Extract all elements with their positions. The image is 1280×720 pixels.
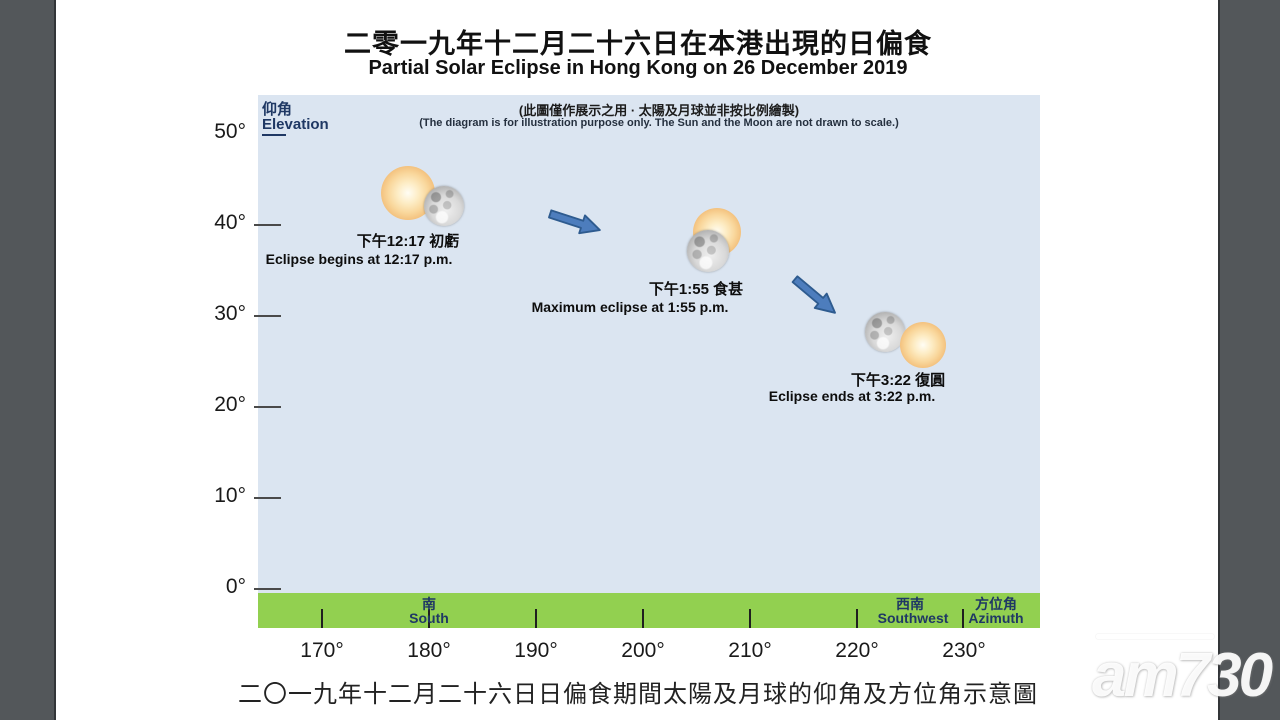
x-tick-mark-230 [962, 609, 964, 628]
x-tick-label-190: 190° [514, 639, 558, 662]
azimuth-bar: 南 South 西南 Southwest 方位角 Azimuth [258, 593, 1040, 628]
y-tick-label-10: 10° [214, 484, 246, 507]
event-begin-label-english: Eclipse begins at 12:17 p.m. [265, 251, 453, 267]
page-title-english: Partial Solar Eclipse in Hong Kong on 26… [368, 57, 908, 79]
am730-tagline-mark [1096, 634, 1214, 639]
elevation-label-underline [262, 134, 286, 136]
x-tick-mark-200 [642, 609, 644, 628]
eclipse-diagram: (此圖僅作展示之用 · 太陽及月球並非按比例繪製) (The diagram i… [254, 95, 1040, 628]
event-end-label-chinese: 下午3:22 復圓 [850, 372, 946, 389]
sun-at-eclipse-end [900, 322, 946, 368]
am730-logo-text: am730 [1092, 641, 1273, 710]
elevation-axis-label-chinese: 仰角 [262, 101, 293, 118]
y-tick-mark-20 [254, 406, 281, 408]
azimuth-axis-label-chinese: 方位角 [975, 596, 1017, 612]
figure-caption: 二〇一九年十二月二十六日日偏食期間太陽及月球的仰角及方位角示意圖 [238, 682, 1038, 708]
page-title-chinese: 二零一九年十二月二十六日在本港出現的日偏食 [344, 29, 932, 59]
x-tick-label-210: 210° [728, 639, 772, 662]
y-tick-mark-10 [254, 497, 281, 499]
elevation-axis-label-english: Elevation [262, 116, 329, 133]
y-tick-label-40: 40° [214, 211, 246, 234]
x-tick-mark-220 [856, 609, 858, 628]
moon-at-maximum-eclipse [687, 230, 729, 272]
x-tick-mark-190 [535, 609, 537, 628]
y-tick-label-30: 30° [214, 302, 246, 325]
x-tick-mark-210 [749, 609, 751, 628]
southwest-label-english: Southwest [877, 610, 949, 626]
x-tick-label-200: 200° [621, 639, 665, 662]
event-end-label-english: Eclipse ends at 3:22 p.m. [768, 388, 936, 404]
southwest-label-chinese: 西南 [896, 596, 924, 612]
azimuth-axis-label-english: Azimuth [968, 610, 1024, 626]
left-border-panel [0, 0, 56, 720]
right-border-panel [1218, 0, 1280, 720]
south-label-english: South [409, 610, 449, 626]
motion-arrow-2 [791, 275, 836, 314]
x-tick-label-170: 170° [300, 639, 344, 662]
y-tick-label-20: 20° [214, 393, 246, 416]
moon-at-eclipse-end [865, 312, 905, 352]
y-tick-mark-30 [254, 315, 281, 317]
moon-at-eclipse-begin [424, 186, 464, 226]
disclaimer-note-chinese: (此圖僅作展示之用 · 太陽及月球並非按比例繪製) [518, 103, 800, 118]
motion-arrow-1 [548, 209, 601, 235]
event-begin-label-chinese: 下午12:17 初虧 [356, 233, 460, 250]
x-tick-label-220: 220° [835, 639, 879, 662]
y-tick-mark-0 [254, 588, 281, 590]
event-maximum-label-english: Maximum eclipse at 1:55 p.m. [531, 299, 729, 315]
y-tick-mark-40 [254, 224, 281, 226]
am730-watermark: am730 [1088, 626, 1278, 718]
x-tick-mark-180 [428, 609, 430, 628]
y-tick-label-50: 50° [214, 120, 246, 143]
disclaimer-note-english: (The diagram is for illustration purpose… [419, 117, 899, 129]
x-tick-mark-170 [321, 609, 323, 628]
y-tick-label-0: 0° [225, 575, 246, 598]
x-tick-label-180: 180° [407, 639, 451, 662]
x-tick-label-230: 230° [942, 639, 986, 662]
south-label-chinese: 南 [422, 596, 436, 612]
event-maximum-label-chinese: 下午1:55 食甚 [648, 281, 744, 298]
